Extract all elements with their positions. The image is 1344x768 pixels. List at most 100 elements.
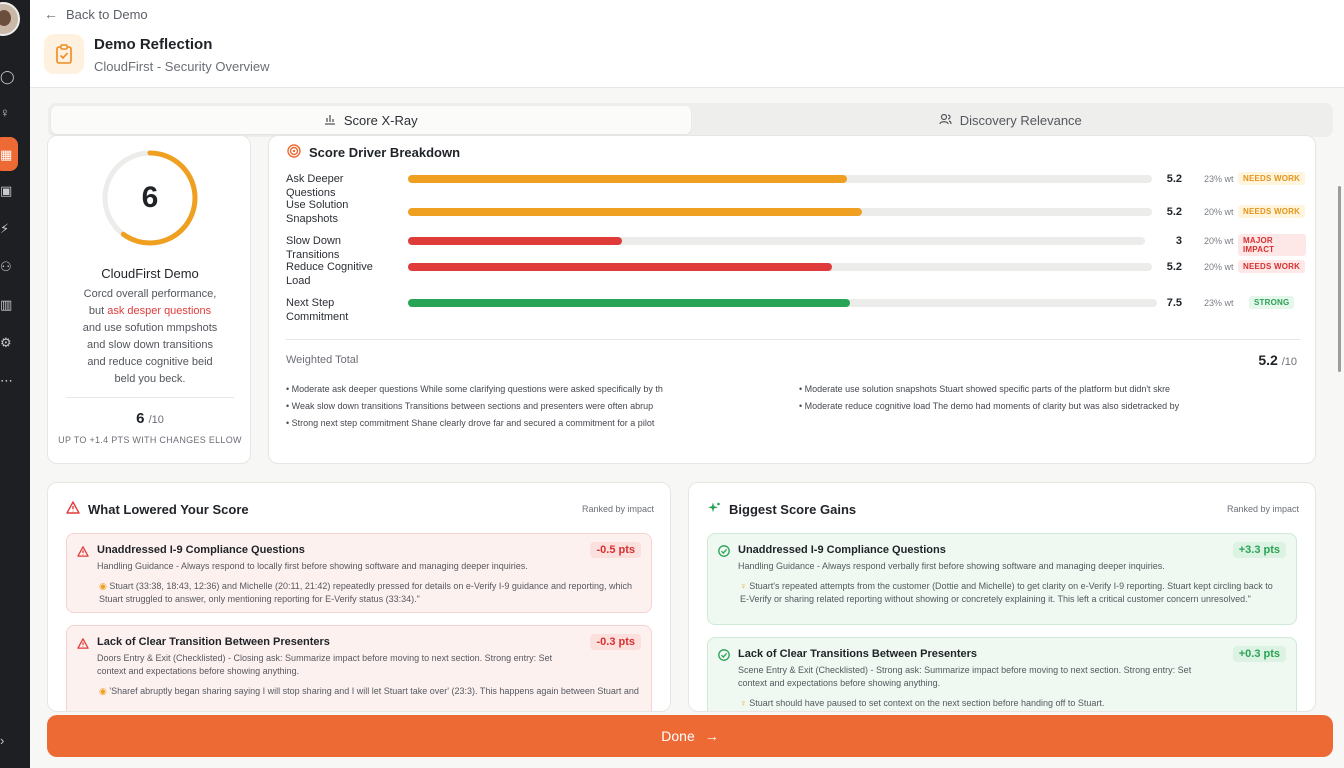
driver-value: 7.5 [1166, 297, 1182, 309]
page-subtitle: CloudFirst - Security Overview [94, 59, 270, 74]
score-value: 6 [141, 181, 159, 214]
impact-badge: +0.3 pts [1232, 646, 1286, 662]
driver-bar-track [408, 263, 1152, 271]
people-icon[interactable]: ⚇ [0, 259, 12, 274]
driver-value: 5.2 [1166, 173, 1182, 185]
eye-icon: ◉ [99, 686, 110, 696]
home-icon[interactable]: ◯ [0, 69, 15, 84]
gains-title: Biggest Score Gains [707, 501, 856, 518]
ranked-label: Ranked by impact [581, 504, 654, 514]
divider [66, 397, 234, 398]
driver-weight: 20% wt [1204, 207, 1234, 217]
item-guidance: Doors Entry & Exit (Checklisted) - Closi… [97, 653, 553, 676]
more-icon[interactable]: ⋯ [0, 373, 13, 388]
ranked-label: Ranked by impact [1226, 504, 1299, 514]
warning-icon [77, 636, 89, 654]
driver-status-badge: NEEDS WORK [1238, 205, 1306, 218]
item-evidence: ♀ Stuart's repeated attempts from the cu… [740, 581, 1273, 604]
bar-chart-icon [324, 113, 336, 128]
sparkle-icon [707, 501, 721, 518]
item-guidance: Handling Guidance - Always respond to lo… [97, 561, 528, 571]
driver-row: Next Step Commitment 7.5 23% wt STRONG [286, 296, 1306, 328]
gain-item[interactable]: Lack of Clear Transitions Between Presen… [707, 637, 1297, 711]
calendar-nav-active[interactable] [0, 137, 18, 171]
driver-status-badge: MAJOR IMPACT [1238, 234, 1306, 256]
driver-note: • Strong next step commitment Shane clea… [286, 418, 655, 428]
driver-row: Reduce Cognitive Load 5.2 20% wt NEEDS WORK [286, 260, 1306, 292]
users-icon [939, 113, 952, 128]
driver-label: Use Solution Snapshots [286, 199, 349, 225]
tab-discovery-relevance[interactable]: Discovery Relevance [691, 106, 1331, 134]
warning-icon [66, 501, 80, 517]
settings-icon[interactable]: ⚙ [0, 335, 12, 350]
driver-bar-fill [408, 237, 622, 245]
warning-icon [77, 544, 89, 562]
tab-label: Score X-Ray [343, 112, 418, 128]
weighted-total-value: 5.2 /10 [1258, 352, 1297, 368]
driver-status-badge: NEEDS WORK [1238, 260, 1306, 273]
driver-label: Ask Deeper Questions [286, 173, 344, 199]
tab-label: Discovery Relevance [959, 112, 1082, 128]
driver-weight: 20% wt [1204, 262, 1234, 272]
item-evidence: ◉ Stuart (33:38, 18:43, 12:36) and Miche… [99, 581, 633, 604]
scrollbar[interactable] [1337, 140, 1342, 692]
impact-badge: -0.3 pts [590, 634, 641, 650]
item-guidance: Handling Guidance - Always respond verba… [738, 561, 1165, 571]
item-title: Unaddressed I-9 Compliance Questions [738, 544, 946, 556]
eye-icon: ◉ [99, 581, 110, 591]
score-gains-card: Biggest Score Gains Ranked by impact Una… [688, 482, 1316, 712]
driver-label: Slow Down Transitions [286, 235, 342, 261]
left-rail: ◯ ♀ ▦ ▣ ⚡ ⚇ ▥ ⚙ ⋯ › [0, 0, 30, 768]
calendar-icon[interactable]: ▦ [0, 147, 13, 162]
impact-badge: -0.5 pts [590, 542, 641, 558]
driver-weight: 23% wt [1204, 174, 1234, 184]
item-title: Lack of Clear Transition Between Present… [97, 636, 330, 648]
score-summary: Corcd overall performance, but ask despe… [82, 288, 218, 385]
clipboard-icon [44, 34, 84, 74]
chart-icon[interactable]: ▥ [0, 297, 13, 312]
check-circle-icon [718, 648, 730, 666]
driver-status-badge: STRONG [1249, 296, 1295, 309]
item-evidence: ♀ Stuart should have paused to set conte… [740, 698, 1105, 708]
driver-row: Use Solution Snapshots 5.2 20% wt NEEDS WOR… [286, 198, 1306, 230]
gain-item[interactable]: Unaddressed I-9 Compliance Questions Han… [707, 533, 1297, 625]
score-driver-card: Score Driver Breakdown Ask Deeper Questi… [268, 135, 1316, 464]
driver-weight: 20% wt [1204, 236, 1234, 246]
score-gauge [102, 150, 198, 246]
driver-bar-track [408, 237, 1145, 245]
driver-label: Next Step Commitment [286, 297, 349, 323]
lowered-item[interactable]: Lack of Clear Transition Between Present… [66, 625, 652, 711]
avatar[interactable] [0, 2, 20, 36]
driver-status-badge: NEEDS WORK [1238, 172, 1306, 185]
tab-bar: Score X-Ray Discovery Relevance [48, 103, 1333, 137]
driver-bar-fill [408, 299, 850, 307]
overall-score-card: 6 CloudFirst Demo Corcd overall performa… [47, 135, 251, 464]
item-title: Lack of Clear Transitions Between Presen… [738, 648, 978, 660]
weighted-total-label: Weighted Total [286, 354, 359, 366]
driver-note: • Weak slow down transitions Transitions… [286, 401, 654, 411]
driver-bar-track [408, 208, 1152, 216]
lowered-item[interactable]: Unaddressed I-9 Compliance Questions Han… [66, 533, 652, 613]
tab-score-xray[interactable]: Score X-Ray [51, 106, 691, 134]
item-guidance: Scene Entry & Exit (Checklisted) - Stron… [738, 665, 1192, 688]
driver-notes-right: • Moderate use solution snapshots Stuart… [799, 381, 1299, 415]
driver-notes-left: • Moderate ask deeper questions While so… [286, 381, 786, 432]
impact-badge: +3.3 pts [1232, 542, 1286, 558]
driver-bar-fill [408, 175, 847, 183]
done-label: Done [661, 728, 695, 744]
driver-value: 5.2 [1166, 261, 1182, 273]
target-icon [287, 144, 301, 161]
driver-bar-fill [408, 263, 833, 271]
grid-icon[interactable]: ▣ [0, 183, 13, 198]
driver-weight: 23% wt [1204, 298, 1234, 308]
back-link[interactable]: ← Back to Demo [44, 6, 148, 22]
page-header: ← Back to Demo Demo Reflection CloudFirs… [30, 0, 1344, 88]
expand-icon[interactable]: › [0, 733, 5, 748]
score-out-of: 6 /10 [136, 410, 164, 427]
bolt-icon[interactable]: ⚡ [0, 221, 10, 236]
lowered-score-card: What Lowered Your Score Ranked by impact… [47, 482, 671, 712]
done-button[interactable]: Done → [47, 715, 1333, 757]
lightbulb-icon[interactable]: ♀ [0, 105, 10, 120]
lightbulb-icon: ♀ [740, 581, 750, 591]
scroll-thumb[interactable] [1338, 186, 1341, 372]
